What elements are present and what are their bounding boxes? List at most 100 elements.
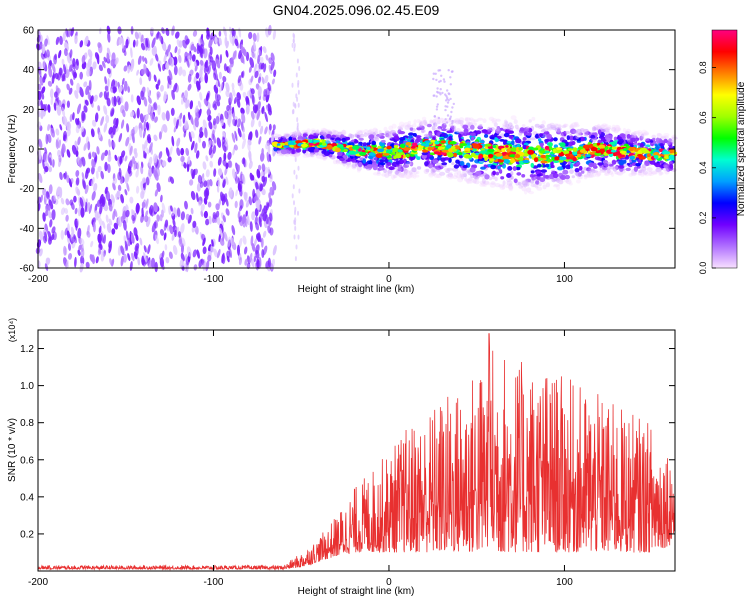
- spectrogram-signal-cell: [637, 131, 641, 137]
- spectrogram-noise-cell: [120, 95, 124, 104]
- spectrogram-noise-cell: [227, 236, 231, 248]
- spectrogram-signal-cell: [553, 137, 558, 142]
- spectrogram-signal-cell: [416, 166, 422, 170]
- spectrogram-noise-cell: [155, 83, 159, 90]
- spectrogram-core-cell: [348, 150, 356, 155]
- spectrogram-signal-cell: [359, 133, 365, 138]
- spectrogram-core-cell: [382, 153, 390, 156]
- spectrogram-noise-cell: [296, 117, 299, 123]
- spectrogram-signal-cell: [439, 117, 445, 121]
- spectrogram-noise-cell: [236, 98, 241, 108]
- spectrogram-y-label: Frequency (Hz): [7, 115, 18, 184]
- spectrogram-noise-cell: [265, 260, 270, 269]
- spectrogram-noise-cell: [232, 168, 236, 180]
- spectrogram-noise-cell: [120, 255, 124, 267]
- spectrogram-noise-cell: [174, 46, 178, 54]
- spectrogram-noise-cell: [234, 130, 238, 142]
- spectrogram-signal-cell: [326, 129, 331, 133]
- spectrogram-signal-cell: [668, 138, 673, 143]
- spectrogram-noise-cell: [199, 76, 204, 82]
- spectrogram-noise-cell: [47, 80, 53, 87]
- spectrogram-noise-cell: [65, 28, 69, 38]
- spectrogram-noise-cell: [261, 107, 265, 115]
- spectrogram-signal-cell: [473, 122, 477, 126]
- spectrogram-noise-cell: [106, 67, 111, 75]
- spectrogram-noise-cell: [156, 91, 161, 98]
- spectrogram-noise-cell: [130, 94, 134, 103]
- spectrogram-noise-cell: [85, 261, 90, 269]
- spectrogram-signal-cell: [328, 130, 332, 135]
- spectrogram-signal-cell: [393, 135, 399, 140]
- spectrogram-noise-cell: [209, 46, 213, 55]
- spectrogram-noise-cell: [104, 149, 109, 157]
- spectrogram-noise-cell: [187, 73, 192, 83]
- spectrogram-core-cell: [457, 152, 463, 156]
- spectrogram-noise-cell: [118, 36, 123, 46]
- spectrogram-signal-cell: [436, 168, 441, 173]
- spectrogram-noise-cell: [249, 154, 252, 164]
- spectrogram-noise-cell: [450, 110, 453, 114]
- spectrogram-noise-cell: [202, 262, 206, 272]
- spectrogram-noise-cell: [99, 197, 104, 206]
- spectrogram-noise-cell: [84, 35, 89, 46]
- spectrogram-signal-cell: [560, 174, 566, 180]
- spectrogram-noise-cell: [234, 119, 238, 127]
- spectrogram-noise-cell: [66, 149, 71, 158]
- spectrogram-signal-cell: [490, 136, 495, 140]
- spectrogram-signal-cell: [368, 134, 375, 140]
- spectrogram-signal-cell: [477, 117, 484, 121]
- spectrogram-noise-cell: [249, 221, 253, 232]
- spectrogram-noise-cell: [80, 255, 85, 266]
- spectrogram-signal-cell: [341, 137, 346, 143]
- spectrogram-noise-cell: [94, 112, 99, 123]
- spectrogram-noise-cell: [216, 185, 220, 193]
- spectrogram-noise-cell: [250, 88, 255, 95]
- spectrogram-signal-cell: [656, 133, 663, 139]
- spectrogram-signal-cell: [603, 130, 611, 135]
- spectrogram-signal-cell: [412, 133, 417, 137]
- spectrogram-signal-cell: [494, 183, 501, 188]
- spectrogram-core-cell: [283, 145, 290, 149]
- spectrogram-core-cell: [366, 146, 371, 151]
- spectrogram-noise-cell: [206, 32, 211, 40]
- spectrogram-noise-cell: [192, 220, 197, 228]
- spectrogram-signal-cell: [584, 133, 589, 137]
- spectrogram-signal-cell: [558, 179, 564, 185]
- spectrogram-signal-cell: [380, 139, 386, 143]
- spectrogram-noise-cell: [61, 106, 66, 117]
- spectrogram-noise-cell: [165, 147, 170, 158]
- spectrogram-noise-cell: [51, 74, 55, 84]
- spectrogram-noise-cell: [163, 223, 167, 231]
- spectrogram-signal-cell: [647, 171, 653, 175]
- spectrogram-signal-cell: [397, 168, 403, 172]
- spectrogram-signal-cell: [491, 118, 498, 123]
- spectrogram-noise-cell: [144, 215, 149, 223]
- spectrogram-noise-cell: [215, 58, 221, 69]
- spectrogram-noise-cell: [178, 66, 183, 76]
- spectrogram-signal-cell: [446, 167, 453, 171]
- spectrogram-noise-cell: [190, 130, 195, 139]
- spectrogram-noise-cell: [251, 242, 256, 252]
- spectrogram-signal-cell: [354, 140, 359, 144]
- spectrogram-noise-cell: [240, 71, 244, 78]
- spectrogram-signal-cell: [465, 179, 473, 184]
- snr-x-tick-label: -200: [28, 577, 48, 588]
- spectrogram-noise-cell: [107, 163, 111, 174]
- spectrogram-signal-cell: [625, 167, 631, 172]
- spectrogram-noise-cell: [265, 54, 269, 61]
- spectrogram-signal-cell: [510, 176, 514, 180]
- spectrogram-noise-cell: [271, 189, 275, 196]
- spectrogram-noise-cell: [187, 156, 191, 165]
- spectrogram-noise-cell: [120, 245, 125, 256]
- spectrogram-core-cell: [637, 153, 643, 157]
- spectrogram-noise-cell: [111, 52, 116, 63]
- spectrogram-noise-cell: [90, 166, 95, 175]
- spectrogram-noise-cell: [44, 166, 49, 173]
- spectrogram-noise-cell: [258, 62, 263, 70]
- spectrogram-noise-cell: [165, 62, 170, 70]
- spectrogram-signal-cell: [470, 132, 476, 137]
- spectrogram-signal-cell: [398, 173, 405, 179]
- spectrogram-signal-cell: [374, 136, 379, 142]
- spectrogram-signal-cell: [482, 178, 486, 184]
- spectrogram-noise-cell: [91, 158, 96, 169]
